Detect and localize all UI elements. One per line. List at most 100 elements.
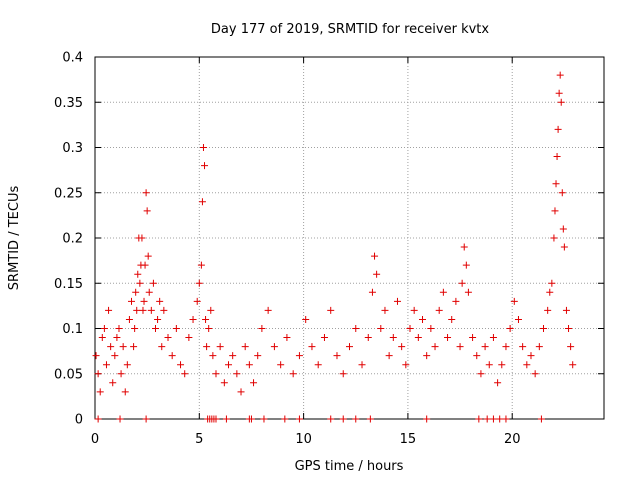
data-point — [113, 334, 121, 342]
data-point — [452, 297, 460, 305]
data-point — [105, 306, 113, 314]
data-point — [289, 370, 297, 378]
data-point — [277, 361, 285, 369]
y-tick-label: 0.05 — [54, 367, 83, 382]
data-point — [352, 325, 360, 332]
data-point — [456, 343, 464, 351]
y-tick-label: 0.4 — [62, 51, 83, 66]
data-point — [177, 361, 185, 369]
data-point — [562, 306, 570, 314]
data-point — [448, 315, 456, 323]
data-point — [151, 325, 159, 332]
data-point — [116, 415, 124, 423]
data-point — [385, 352, 393, 360]
data-point — [201, 162, 209, 170]
data-point — [295, 415, 303, 423]
data-point — [209, 352, 217, 360]
data-point — [229, 352, 237, 360]
data-point — [548, 279, 556, 287]
y-tick-label: 0 — [75, 413, 83, 428]
data-point — [435, 306, 443, 314]
data-point — [502, 415, 510, 423]
data-point — [502, 343, 510, 351]
data-point — [371, 252, 379, 260]
data-point — [489, 415, 497, 423]
data-point — [133, 306, 141, 314]
data-point — [439, 288, 447, 296]
data-point — [134, 270, 142, 278]
x-tick-label: 10 — [295, 432, 312, 447]
data-point — [373, 270, 381, 278]
data-point — [207, 306, 215, 314]
data-point — [506, 325, 514, 332]
data-point — [489, 334, 497, 342]
data-point — [464, 288, 472, 296]
data-point — [498, 361, 506, 369]
data-point — [233, 370, 241, 378]
data-point — [477, 370, 485, 378]
data-point — [327, 415, 335, 423]
x-tick-label: 15 — [400, 432, 417, 447]
data-point — [102, 361, 110, 369]
data-point — [483, 415, 491, 423]
data-point — [130, 343, 138, 351]
data-point — [225, 361, 233, 369]
y-tick-label: 0.1 — [62, 322, 83, 337]
data-point — [258, 325, 266, 332]
y-tick-label: 0.2 — [62, 232, 83, 247]
data-point — [427, 325, 435, 332]
data-point — [460, 243, 468, 251]
data-point — [475, 415, 483, 423]
data-point — [569, 361, 577, 369]
data-point — [544, 306, 552, 314]
data-point — [111, 352, 119, 360]
data-point — [100, 325, 108, 332]
data-point — [216, 343, 224, 351]
data-point — [144, 252, 152, 260]
data-point — [559, 225, 567, 233]
data-point — [558, 189, 566, 197]
data-point — [339, 415, 347, 423]
y-tick-label: 0.3 — [62, 141, 83, 156]
data-point — [140, 297, 148, 305]
data-point — [473, 352, 481, 360]
data-point — [523, 361, 531, 369]
data-point — [402, 361, 410, 369]
data-point — [138, 234, 146, 242]
data-point — [556, 71, 564, 79]
data-point — [540, 325, 548, 332]
y-tick-label: 0.15 — [54, 277, 83, 292]
data-point — [107, 343, 115, 351]
data-point — [94, 415, 102, 423]
data-point — [260, 415, 268, 423]
data-point — [128, 297, 136, 305]
data-point — [377, 325, 385, 332]
data-point — [431, 343, 439, 351]
data-point — [368, 288, 376, 296]
data-point — [546, 288, 554, 296]
data-point — [552, 180, 560, 188]
y-axis-label: SRMTID / TECUs — [7, 186, 22, 291]
x-axis-label: GPS time / hours — [295, 459, 404, 474]
data-point — [496, 415, 504, 423]
data-point — [458, 279, 466, 287]
data-point — [527, 352, 535, 360]
data-point — [94, 370, 102, 378]
data-point — [537, 415, 545, 423]
data-point — [119, 343, 127, 351]
data-point — [485, 361, 493, 369]
data-point — [510, 297, 518, 305]
axis-ticks — [94, 56, 604, 420]
data-point — [308, 343, 316, 351]
data-point — [346, 343, 353, 351]
data-point — [254, 352, 262, 360]
data-point — [531, 370, 539, 378]
data-point — [168, 352, 176, 360]
data-point — [462, 261, 470, 269]
data-point — [141, 261, 149, 269]
data-point — [553, 153, 561, 161]
data-point — [519, 343, 527, 351]
data-point — [136, 279, 144, 287]
data-point — [109, 379, 117, 387]
data-point — [145, 288, 153, 296]
